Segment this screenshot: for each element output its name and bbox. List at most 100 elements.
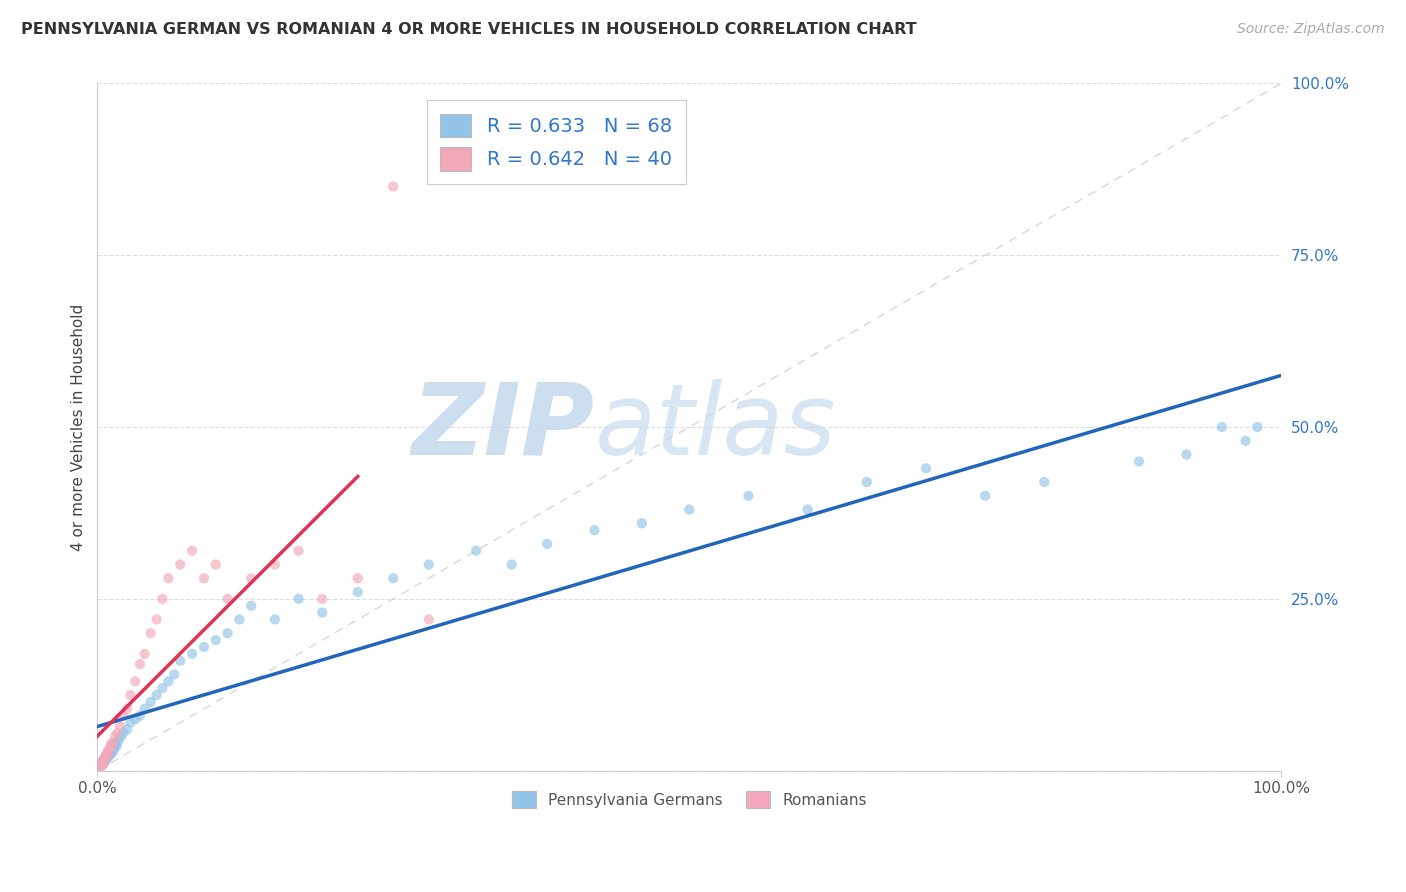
Point bbox=[204, 558, 226, 572]
Point bbox=[108, 719, 131, 733]
Point bbox=[501, 558, 523, 572]
Point bbox=[382, 571, 405, 585]
Point bbox=[89, 760, 111, 774]
Point bbox=[91, 753, 114, 767]
Point bbox=[145, 688, 167, 702]
Point bbox=[346, 585, 368, 599]
Point bbox=[311, 591, 333, 606]
Point bbox=[120, 715, 142, 730]
Point bbox=[163, 667, 186, 681]
Point bbox=[105, 739, 128, 754]
Point bbox=[120, 688, 142, 702]
Point bbox=[100, 747, 122, 761]
Point bbox=[855, 475, 877, 489]
Text: ZIP: ZIP bbox=[412, 378, 595, 475]
Point bbox=[91, 756, 114, 770]
Point bbox=[91, 756, 114, 771]
Point bbox=[100, 743, 122, 757]
Point bbox=[228, 612, 250, 626]
Point bbox=[112, 708, 135, 723]
Point bbox=[157, 674, 180, 689]
Point bbox=[382, 179, 405, 194]
Point bbox=[97, 750, 120, 764]
Point bbox=[346, 571, 368, 585]
Point bbox=[100, 739, 122, 754]
Point bbox=[311, 606, 333, 620]
Point bbox=[193, 640, 215, 654]
Point bbox=[418, 612, 440, 626]
Point bbox=[915, 461, 938, 475]
Point bbox=[287, 591, 309, 606]
Point bbox=[94, 750, 117, 764]
Point bbox=[97, 747, 120, 761]
Point bbox=[94, 751, 117, 765]
Point bbox=[90, 758, 112, 772]
Point bbox=[104, 729, 127, 743]
Point bbox=[139, 626, 162, 640]
Point bbox=[93, 756, 115, 770]
Point bbox=[465, 543, 488, 558]
Point bbox=[169, 654, 191, 668]
Point bbox=[124, 674, 146, 689]
Y-axis label: 4 or more Vehicles in Household: 4 or more Vehicles in Household bbox=[72, 303, 86, 550]
Point bbox=[631, 516, 654, 531]
Point bbox=[152, 591, 174, 606]
Text: Source: ZipAtlas.com: Source: ZipAtlas.com bbox=[1237, 22, 1385, 37]
Point bbox=[145, 612, 167, 626]
Point bbox=[264, 558, 287, 572]
Point bbox=[98, 744, 121, 758]
Point bbox=[112, 726, 135, 740]
Point bbox=[181, 647, 204, 661]
Point bbox=[124, 712, 146, 726]
Point bbox=[97, 743, 120, 757]
Point bbox=[103, 743, 125, 757]
Point bbox=[169, 558, 191, 572]
Point bbox=[98, 748, 121, 763]
Point bbox=[129, 657, 152, 672]
Point bbox=[287, 543, 309, 558]
Point bbox=[796, 502, 818, 516]
Point bbox=[152, 681, 174, 696]
Point bbox=[134, 702, 156, 716]
Point bbox=[107, 726, 129, 740]
Point bbox=[264, 612, 287, 626]
Point bbox=[240, 599, 263, 613]
Point bbox=[93, 751, 115, 765]
Point bbox=[110, 729, 132, 743]
Point bbox=[974, 489, 997, 503]
Point bbox=[101, 738, 124, 752]
Point bbox=[1128, 454, 1150, 468]
Point bbox=[94, 748, 117, 763]
Point bbox=[583, 523, 606, 537]
Point bbox=[91, 756, 114, 770]
Point bbox=[91, 758, 114, 772]
Point bbox=[96, 748, 118, 763]
Point bbox=[107, 736, 129, 750]
Point bbox=[107, 732, 129, 747]
Point bbox=[89, 760, 111, 774]
Point bbox=[91, 756, 114, 771]
Point bbox=[678, 502, 700, 516]
Point bbox=[204, 633, 226, 648]
Point bbox=[157, 571, 180, 585]
Text: PENNSYLVANIA GERMAN VS ROMANIAN 4 OR MORE VEHICLES IN HOUSEHOLD CORRELATION CHAR: PENNSYLVANIA GERMAN VS ROMANIAN 4 OR MOR… bbox=[21, 22, 917, 37]
Point bbox=[240, 571, 263, 585]
Legend: Pennsylvania Germans, Romanians: Pennsylvania Germans, Romanians bbox=[505, 785, 873, 814]
Point bbox=[101, 739, 124, 754]
Point bbox=[134, 647, 156, 661]
Point bbox=[1175, 448, 1198, 462]
Point bbox=[1234, 434, 1257, 448]
Point bbox=[93, 751, 115, 765]
Point bbox=[1033, 475, 1056, 489]
Point bbox=[536, 537, 558, 551]
Point bbox=[96, 751, 118, 765]
Point bbox=[90, 756, 112, 771]
Point bbox=[181, 543, 204, 558]
Point bbox=[98, 744, 121, 758]
Point bbox=[129, 708, 152, 723]
Point bbox=[91, 758, 114, 772]
Point bbox=[100, 747, 122, 761]
Point bbox=[91, 753, 114, 767]
Point bbox=[418, 558, 440, 572]
Point bbox=[104, 736, 127, 750]
